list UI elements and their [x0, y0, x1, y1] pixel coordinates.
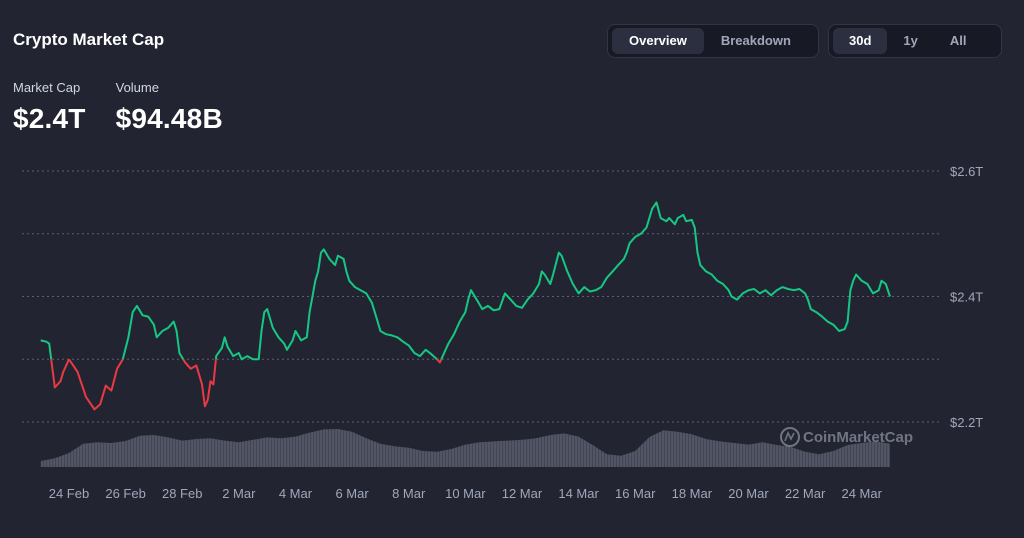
market-cap-stat: Market Cap $2.4T [13, 80, 86, 135]
x-tick-label: 24 Mar [841, 486, 882, 501]
y-tick-label: $2.2T [950, 415, 983, 430]
x-tick-label: 12 Mar [502, 486, 543, 501]
page-title: Crypto Market Cap [13, 30, 165, 49]
range-all-button[interactable]: All [949, 33, 967, 48]
market-cap-value: $2.4T [13, 103, 86, 134]
y-tick-label: $2.6T [950, 164, 983, 179]
price-segment-up [440, 201, 891, 360]
range-1y-button[interactable]: 1y [903, 33, 918, 48]
grid-lines [22, 170, 940, 423]
x-tick-label: 14 Mar [558, 486, 599, 501]
x-tick-label: 2 Mar [222, 486, 256, 501]
range-30d-button[interactable]: 30d [833, 28, 888, 54]
x-tick-label: 20 Mar [728, 486, 769, 501]
y-axis: $2.2T $2.4T $2.6T [950, 164, 983, 430]
range-toggle: 30d 1y All [828, 24, 1002, 58]
price-segment-up [214, 248, 438, 361]
price-segment-up [40, 339, 53, 360]
view-toggle: Overview Breakdown [607, 24, 819, 58]
price-segment-down [68, 358, 124, 411]
x-tick-label: 28 Feb [162, 486, 202, 501]
volume-bars [40, 429, 891, 467]
x-tick-label: 8 Mar [392, 486, 426, 501]
watermark: CoinMarketCap [780, 427, 913, 447]
tab-breakdown[interactable]: Breakdown [720, 33, 791, 48]
x-tick-label: 24 Feb [49, 486, 89, 501]
x-tick-label: 6 Mar [335, 486, 369, 501]
volume-value: $94.48B [115, 103, 223, 134]
price-segment-down [182, 358, 217, 408]
x-tick-label: 10 Mar [445, 486, 486, 501]
price-line [40, 201, 891, 411]
x-tick-label: 16 Mar [615, 486, 656, 501]
price-segment-down [50, 358, 70, 389]
x-tick-label: 4 Mar [279, 486, 313, 501]
tab-overview[interactable]: Overview [612, 28, 704, 54]
stats-panel: Market Cap $2.4T Volume $94.48B [13, 80, 223, 135]
x-axis: 24 Feb 26 Feb 28 Feb 2 Mar 4 Mar 6 Mar 8 Mar 10… [49, 486, 883, 501]
x-tick-label: 22 Mar [785, 486, 826, 501]
x-tick-label: 26 Feb [105, 486, 145, 501]
watermark-text: CoinMarketCap [803, 429, 913, 446]
market-cap-label: Market Cap [13, 80, 81, 95]
coinmarketcap-logo-mark [784, 431, 795, 442]
volume-area [40, 425, 891, 467]
volume-stat: Volume $94.48B [116, 80, 223, 135]
y-tick-label: $2.4T [950, 290, 983, 305]
price-segment-up [121, 304, 185, 360]
price-segment-down [436, 358, 443, 364]
volume-label: Volume [115, 80, 159, 95]
x-tick-label: 18 Mar [672, 486, 713, 501]
coinmarketcap-logo-icon [780, 427, 800, 447]
